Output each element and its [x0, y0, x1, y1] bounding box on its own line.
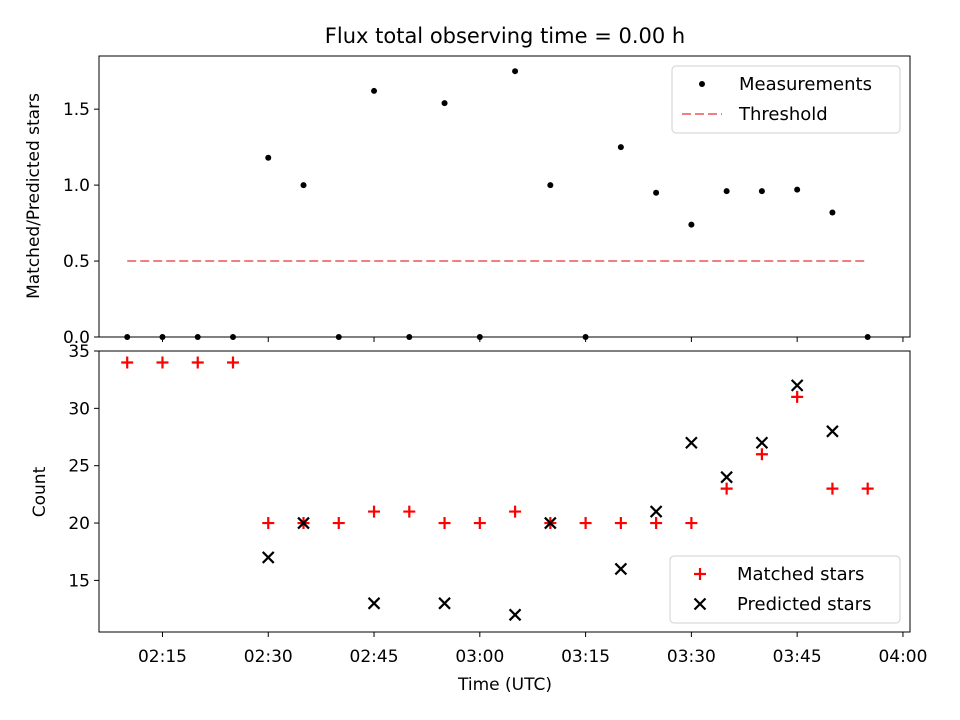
chart-title: Flux total observing time = 0.00 h	[325, 24, 685, 48]
data-point	[156, 356, 169, 369]
x-tick-label: 03:00	[455, 647, 504, 667]
x-axis-label: Time (UTC)	[457, 675, 552, 695]
data-point	[473, 517, 486, 530]
bottom-y-axis-label: Count	[30, 466, 50, 517]
legend-label: Measurements	[739, 74, 872, 95]
data-point	[226, 356, 239, 369]
data-point	[332, 517, 345, 530]
data-point	[121, 356, 134, 369]
data-point	[262, 517, 275, 530]
data-point	[547, 182, 554, 189]
data-point	[790, 379, 804, 392]
top-legend: Measurements Threshold	[671, 65, 901, 134]
y-tick-label: 30	[68, 399, 90, 419]
data-point	[829, 209, 836, 216]
legend-item: Threshold	[682, 104, 828, 125]
legend-swatch	[699, 81, 705, 87]
data-point	[617, 144, 624, 151]
data-point	[755, 448, 768, 461]
legend-item: Measurements	[699, 74, 872, 95]
data-point	[403, 505, 416, 518]
data-point	[438, 517, 451, 530]
data-point	[368, 505, 381, 518]
data-point	[300, 182, 307, 189]
y-tick-label: 35	[68, 342, 90, 362]
data-point	[509, 505, 522, 518]
y-tick-label: 0.5	[63, 252, 90, 272]
legend-label: Threshold	[738, 104, 828, 125]
legend-label: Predicted stars	[737, 594, 871, 615]
x-tick-label: 04:00	[878, 647, 927, 667]
data-point	[297, 516, 310, 530]
data-point	[265, 154, 272, 161]
data-point	[614, 517, 627, 530]
data-point	[649, 505, 663, 518]
y-tick-label: 1.0	[63, 176, 90, 196]
y-tick-label: 15	[68, 571, 90, 591]
x-tick-label: 03:45	[773, 647, 822, 667]
series-matched-stars	[121, 356, 874, 530]
legend-swatch	[693, 597, 707, 611]
data-point	[438, 597, 451, 610]
data-point	[755, 436, 769, 450]
data-point	[508, 608, 522, 622]
x-axis-ticks: 02:15 02:30 02:45 03:00 03:15 03:30 03:45 04:00	[138, 647, 927, 667]
x-tick-label: 02:15	[138, 647, 187, 667]
data-point	[650, 517, 663, 530]
legend-box	[669, 555, 901, 624]
data-point	[512, 68, 519, 75]
legend-swatch	[694, 568, 706, 580]
top-y-axis-label: Matched/Predicted stars	[24, 93, 44, 299]
x-tick-label: 03:30	[667, 647, 716, 667]
data-point	[441, 100, 448, 107]
data-point	[861, 482, 874, 495]
data-point	[544, 516, 557, 530]
x-tick-label: 02:45	[350, 647, 399, 667]
top-panel: 0.0 0.5 1.0 1.5 Matched/Predicted stars Mea…	[24, 55, 911, 348]
data-point	[685, 436, 698, 450]
y-tick-label: 1.5	[63, 100, 90, 120]
legend-box	[671, 65, 901, 134]
top-axes: 0.0 0.5 1.0 1.5	[63, 55, 911, 348]
legend-item: Predicted stars	[693, 594, 871, 615]
legend-label: Matched stars	[737, 564, 864, 585]
data-point	[826, 425, 839, 438]
y-tick-label: 0.0	[63, 328, 90, 348]
data-point	[758, 188, 765, 195]
data-point	[579, 517, 592, 530]
bottom-panel: 15 20 25 30 35 Count Matched stars Predicted …	[30, 342, 911, 637]
data-point	[191, 356, 204, 369]
data-point	[371, 87, 378, 94]
legend-item: Matched stars	[694, 564, 864, 585]
data-point	[791, 390, 804, 403]
data-point	[367, 597, 381, 610]
bottom-axes: 15 20 25 30 35	[68, 342, 911, 637]
bottom-marks	[121, 356, 874, 622]
bottom-legend: Matched stars Predicted stars	[669, 555, 901, 624]
data-point	[826, 482, 839, 495]
data-point	[688, 221, 695, 228]
y-tick-label: 25	[68, 457, 90, 477]
data-point	[720, 470, 733, 484]
data-point	[794, 186, 801, 193]
data-point	[614, 562, 628, 576]
data-point	[653, 189, 660, 196]
data-point	[261, 551, 275, 564]
x-tick-label: 02:30	[244, 647, 293, 667]
data-point	[723, 188, 730, 195]
axes-frame	[98, 55, 911, 338]
axes-frame	[98, 350, 911, 633]
y-tick-label: 20	[68, 514, 90, 534]
data-point	[685, 517, 698, 530]
series-predicted-stars	[261, 379, 839, 622]
data-point	[720, 482, 733, 495]
x-tick-label: 03:15	[561, 647, 610, 667]
